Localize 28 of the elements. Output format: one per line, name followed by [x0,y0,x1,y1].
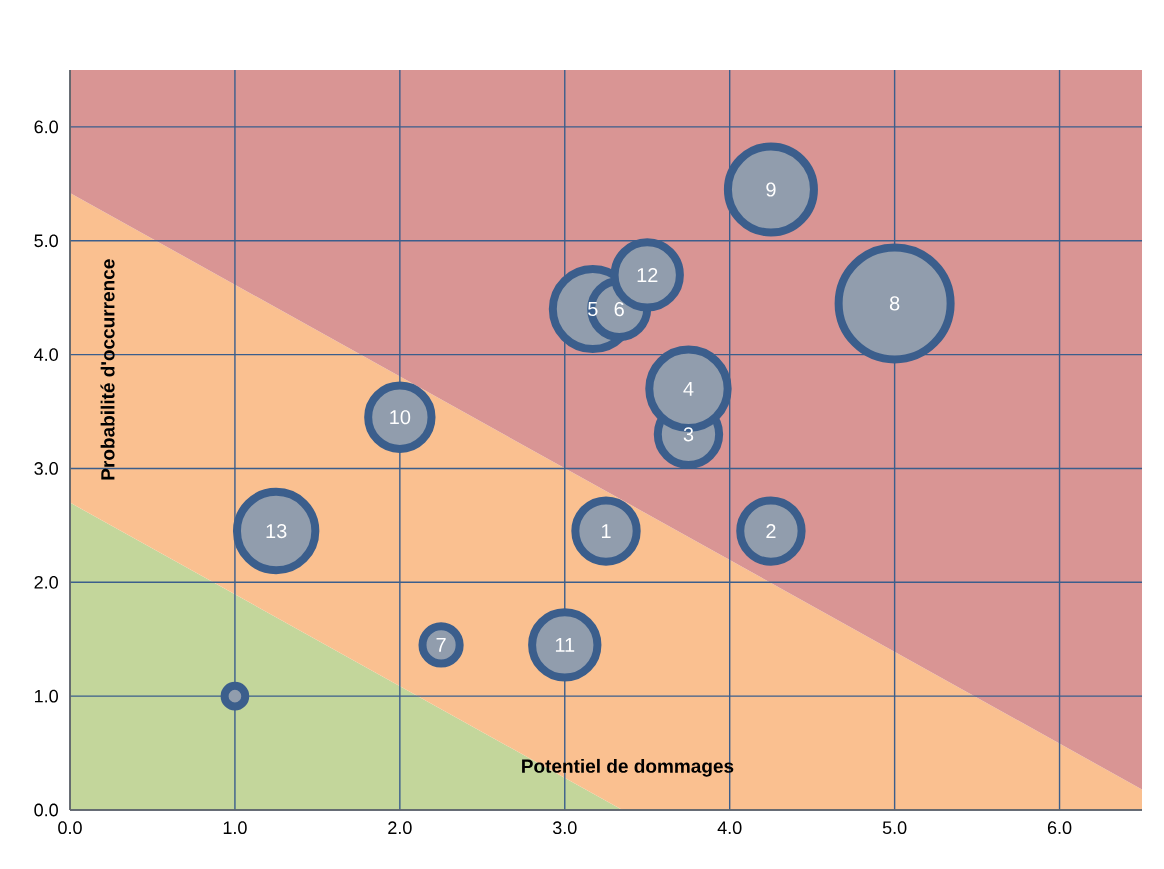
annotation: 8 [889,296,900,311]
x-tick-label: 4.0 [717,821,742,835]
annotation: 3 [683,427,694,442]
annotation: 9 [766,182,776,197]
y-tick-label: 4.0 [34,348,58,361]
y-tick-label: 0.0 [34,803,58,817]
y-tick-label: 6.0 [34,120,58,134]
y-tick-label: 3.0 [34,462,58,475]
annotation: 12 [637,267,658,282]
x-tick-label: 6.0 [1047,821,1072,835]
y-tick-label: 1.0 [35,689,58,703]
annotation: 13 [266,524,287,539]
annotation: 5 [588,302,598,317]
x-tick-label: 5.0 [882,821,907,835]
y-tick-label: 2.0 [34,575,58,589]
annotation: 11 [555,638,575,652]
x-tick-label: 0.0 [58,821,82,835]
annotation: 6 [614,302,624,317]
x-tick-label: 2.0 [388,821,412,835]
y-axis-title: Probabilité d'occurrence [100,259,115,480]
annotation: 1 [601,524,611,538]
annotation: 2 [766,524,776,539]
y-tick-label: 5.0 [34,234,58,248]
annotation: 4 [683,381,694,396]
x-tick-label: 1.0 [223,821,247,835]
annotation: 10 [390,410,411,425]
annotation: 7 [436,638,446,652]
x-tick-label: 3.0 [552,821,577,835]
